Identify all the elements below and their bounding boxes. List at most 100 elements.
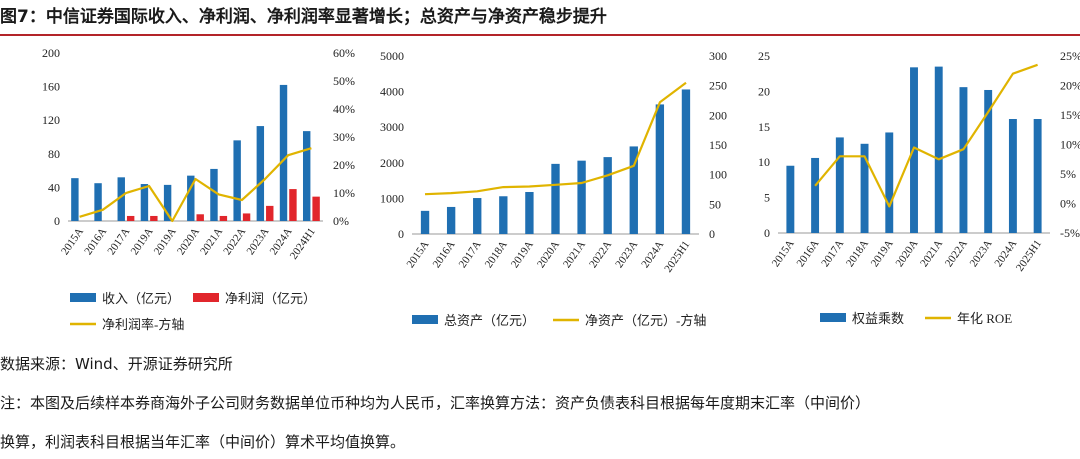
left-tick-label: 1000	[380, 191, 404, 205]
legend-swatch-bar	[820, 313, 846, 322]
right-tick-label: 10%	[333, 186, 355, 200]
x-tick-label: 2024A	[639, 239, 666, 270]
legend-swatch-bar	[70, 293, 96, 302]
bar-revenue-0	[94, 183, 102, 221]
left-tick-label: 5000	[380, 49, 404, 63]
left-tick-label: 3000	[380, 120, 404, 134]
right-tick-label: 10%	[1060, 138, 1080, 152]
bar-assets-0	[681, 89, 691, 234]
bar-revenue-0	[233, 140, 241, 221]
right-tick-label: 20%	[333, 158, 355, 172]
left-tick-label: 2000	[380, 156, 404, 170]
bar-revenue-1	[312, 196, 320, 221]
bar-roe-0	[984, 89, 993, 233]
x-tick-label: 2017A	[819, 238, 846, 269]
right-tick-label: 250	[709, 79, 727, 93]
x-tick-label: 2021A	[918, 238, 945, 269]
x-tick-label: 2021A	[198, 226, 225, 257]
footnote-line-1: 注：本图及后续样本券商海外子公司财务数据单位币种均为人民币，汇率换算方法：资产负…	[0, 394, 871, 412]
bar-revenue-1	[289, 189, 297, 221]
bar-revenue-0	[163, 184, 172, 221]
bar-revenue-0	[71, 178, 79, 221]
bar-revenue-0	[279, 84, 288, 221]
left-tick-label: 120	[42, 113, 60, 127]
right-tick-label: -5%	[1060, 226, 1080, 240]
bar-revenue-1	[196, 214, 204, 221]
right-tick-label: 300	[709, 49, 727, 63]
left-tick-label: 160	[42, 80, 60, 94]
bar-revenue-0	[187, 175, 195, 221]
x-tick-label: 2015A	[59, 226, 86, 257]
bar-revenue-1	[150, 215, 158, 221]
x-tick-label: 2015A	[404, 239, 431, 270]
bar-roe-0	[811, 157, 820, 233]
right-tick-label: 15%	[1060, 108, 1080, 122]
right-tick-label: 100	[709, 168, 727, 182]
right-tick-label: 150	[709, 138, 727, 152]
x-tick-label: 2016A	[82, 226, 109, 257]
x-tick-label: 2017A	[105, 226, 132, 257]
bar-revenue-1	[242, 213, 251, 221]
bar-roe-0	[934, 66, 943, 234]
bar-roe-0	[860, 143, 869, 233]
bar-assets-0	[525, 191, 534, 234]
x-tick-label: 2023A	[613, 239, 640, 270]
legend-label: 权益乘数	[852, 311, 904, 326]
bar-assets-0	[473, 198, 482, 234]
bar-assets-0	[551, 163, 560, 234]
left-tick-label: 4000	[380, 85, 404, 99]
left-tick-label: 0	[54, 214, 60, 228]
right-tick-label: 30%	[333, 130, 355, 144]
x-tick-label: 2025H1	[662, 239, 692, 275]
bar-assets-0	[446, 206, 456, 234]
legend-label: 净利润（亿元）	[225, 291, 316, 306]
x-tick-label: 2023A	[968, 238, 995, 269]
x-tick-label: 2025H1	[1014, 238, 1044, 274]
right-tick-label: 20%	[1060, 79, 1080, 93]
x-tick-label: 2020A	[175, 226, 202, 257]
data-source-note: 数据来源：Wind、开源证券研究所	[0, 355, 233, 373]
left-tick-label: 200	[42, 46, 60, 60]
series-line-roe	[814, 63, 1038, 208]
charts-area: 040801201602000%10%20%30%40%50%60%2015A2…	[42, 46, 1080, 332]
left-tick-label: 10	[758, 155, 770, 169]
bar-roe-0	[1008, 119, 1017, 233]
bar-roe-0	[1033, 119, 1042, 233]
bar-revenue-1	[126, 215, 135, 221]
bar-assets-0	[420, 210, 430, 234]
bar-revenue-1	[219, 215, 228, 221]
x-tick-label: 2016A	[431, 239, 458, 270]
series-line-revenue	[79, 147, 312, 223]
left-tick-label: 5	[764, 191, 770, 205]
right-tick-label: 5%	[1060, 167, 1076, 181]
bar-revenue-0	[210, 168, 218, 221]
bar-assets-0	[577, 160, 586, 234]
right-tick-label: 60%	[333, 46, 355, 60]
legend-swatch-bar	[412, 315, 438, 324]
left-tick-label: 20	[758, 84, 770, 98]
right-tick-label: 50%	[333, 74, 355, 88]
x-tick-label: 2023A	[244, 226, 271, 257]
left-tick-label: 40	[48, 180, 60, 194]
x-tick-label: 2017A	[457, 239, 484, 270]
figure-title: 图7：中信证券国际收入、净利润、净利润率显著增长；总资产与净资产稳步提升	[0, 7, 607, 27]
x-tick-label: 2022A	[943, 238, 970, 269]
bar-assets-0	[629, 146, 638, 234]
right-tick-label: 0	[709, 227, 715, 241]
right-tick-label: 0%	[333, 214, 349, 228]
bar-roe-0	[885, 132, 894, 233]
bar-roe-0	[959, 87, 968, 233]
legend-label: 净利润率-方轴	[102, 317, 184, 332]
left-tick-label: 0	[764, 226, 770, 240]
legend-label: 净资产（亿元）-方轴	[585, 313, 706, 328]
bar-assets-0	[655, 104, 665, 234]
right-tick-label: 25%	[1060, 49, 1080, 63]
x-tick-label: 2018A	[483, 239, 510, 270]
left-tick-label: 15	[758, 120, 770, 134]
left-tick-label: 25	[758, 49, 770, 63]
bar-revenue-1	[266, 205, 274, 221]
x-tick-label: 2019A	[152, 226, 179, 257]
legend-label: 总资产（亿元）	[444, 313, 535, 328]
bar-roe-0	[786, 165, 795, 233]
x-tick-label: 2021A	[561, 239, 588, 270]
